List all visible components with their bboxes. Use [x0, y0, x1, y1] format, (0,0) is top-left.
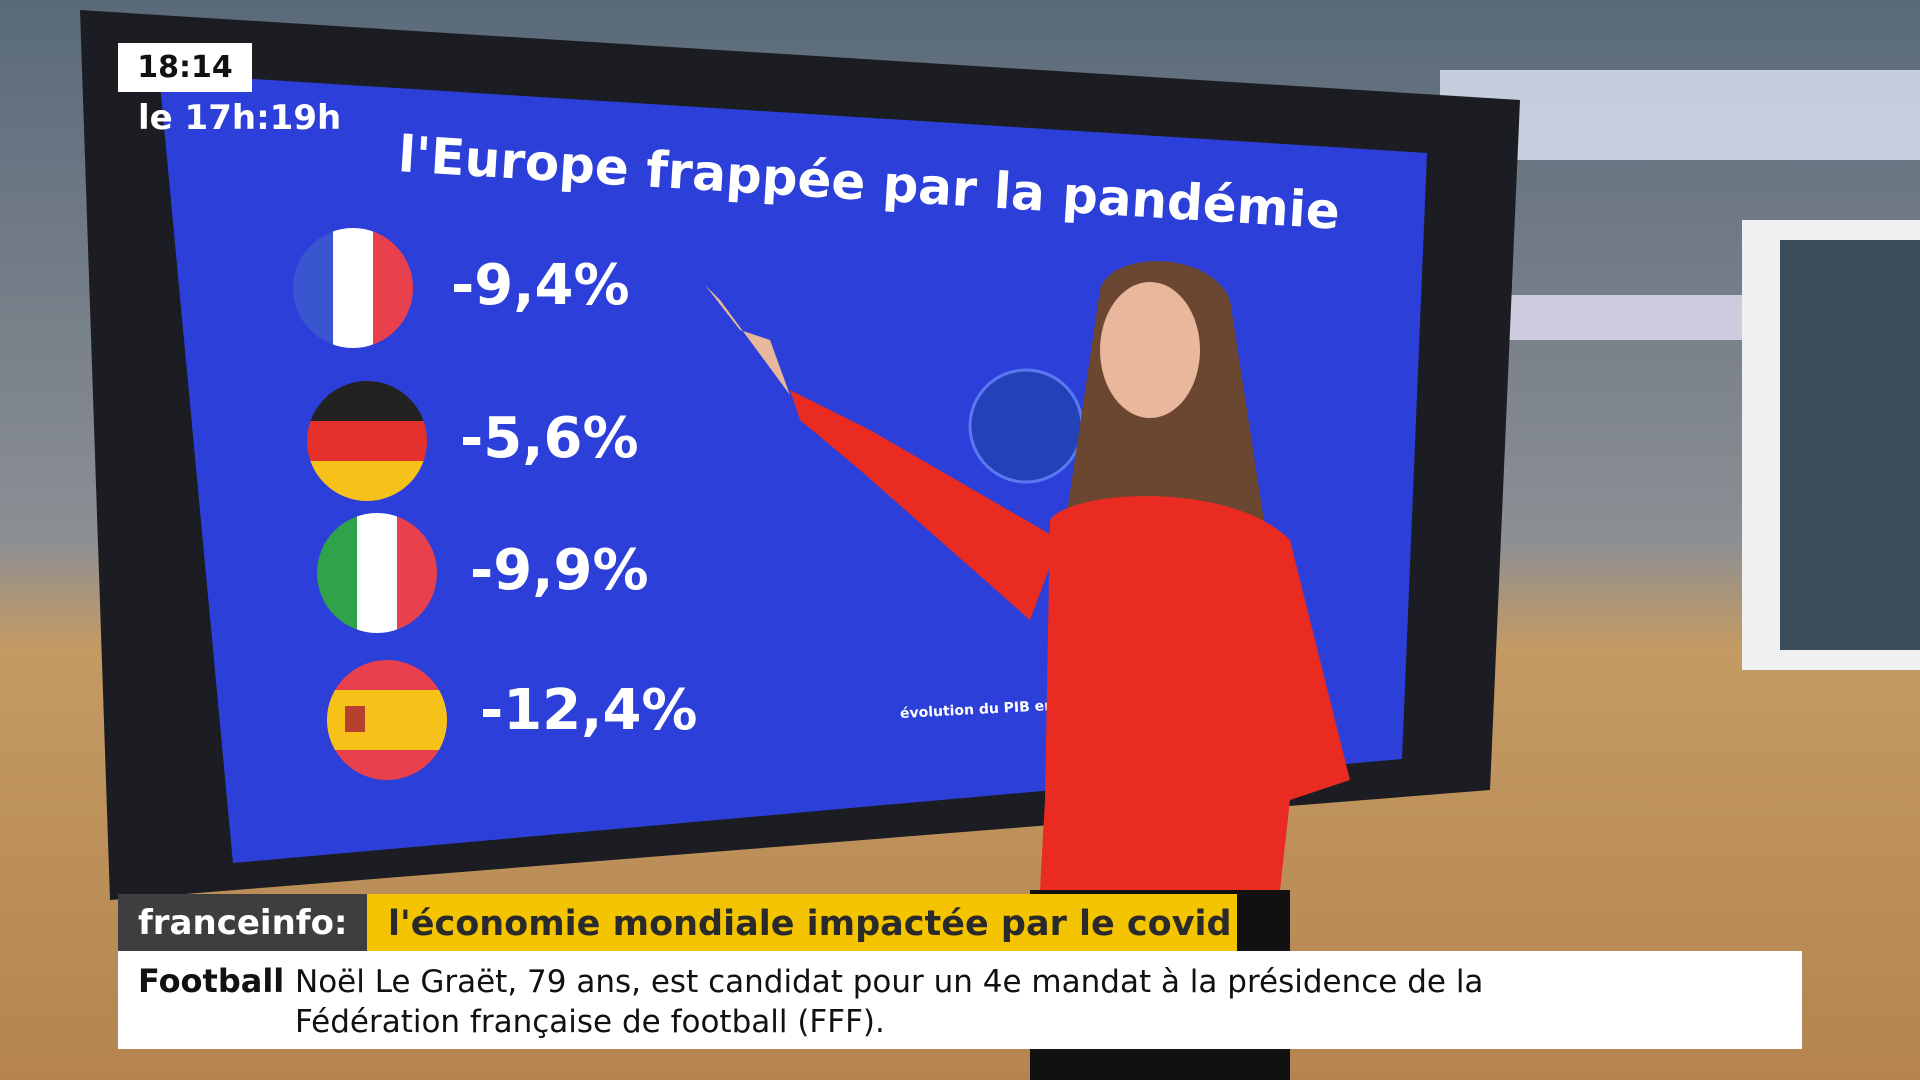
headline: l'économie mondiale impactée par le covi…	[388, 904, 1232, 944]
clock-box	[118, 43, 252, 92]
ticker-line: Fédération française de football (FFF).	[295, 1004, 885, 1040]
ticker-line: Noël Le Graët, 79 ans, est candidat pour…	[295, 964, 1483, 1000]
value: -9,9%	[470, 538, 649, 603]
brand-box	[118, 894, 367, 951]
side-screen-display	[1780, 240, 1920, 650]
brand: franceinfo:	[138, 903, 348, 943]
studio-light	[1490, 295, 1760, 340]
value: -9,4%	[451, 253, 630, 318]
flag-spain	[327, 660, 447, 780]
value: -12,4%	[480, 678, 698, 743]
eu-emblem	[968, 368, 1084, 484]
ticker-category: Football	[138, 962, 284, 1000]
flag-italy	[317, 513, 437, 633]
clock-time: 18:14	[137, 50, 233, 85]
flag-france	[293, 228, 413, 348]
clock-slot: le 17h:19h	[138, 98, 341, 138]
flag-germany	[307, 381, 427, 501]
ticker-box	[118, 951, 1802, 1049]
value: -5,6%	[460, 406, 639, 471]
headline-box	[367, 894, 1237, 951]
studio-light	[1440, 70, 1920, 160]
